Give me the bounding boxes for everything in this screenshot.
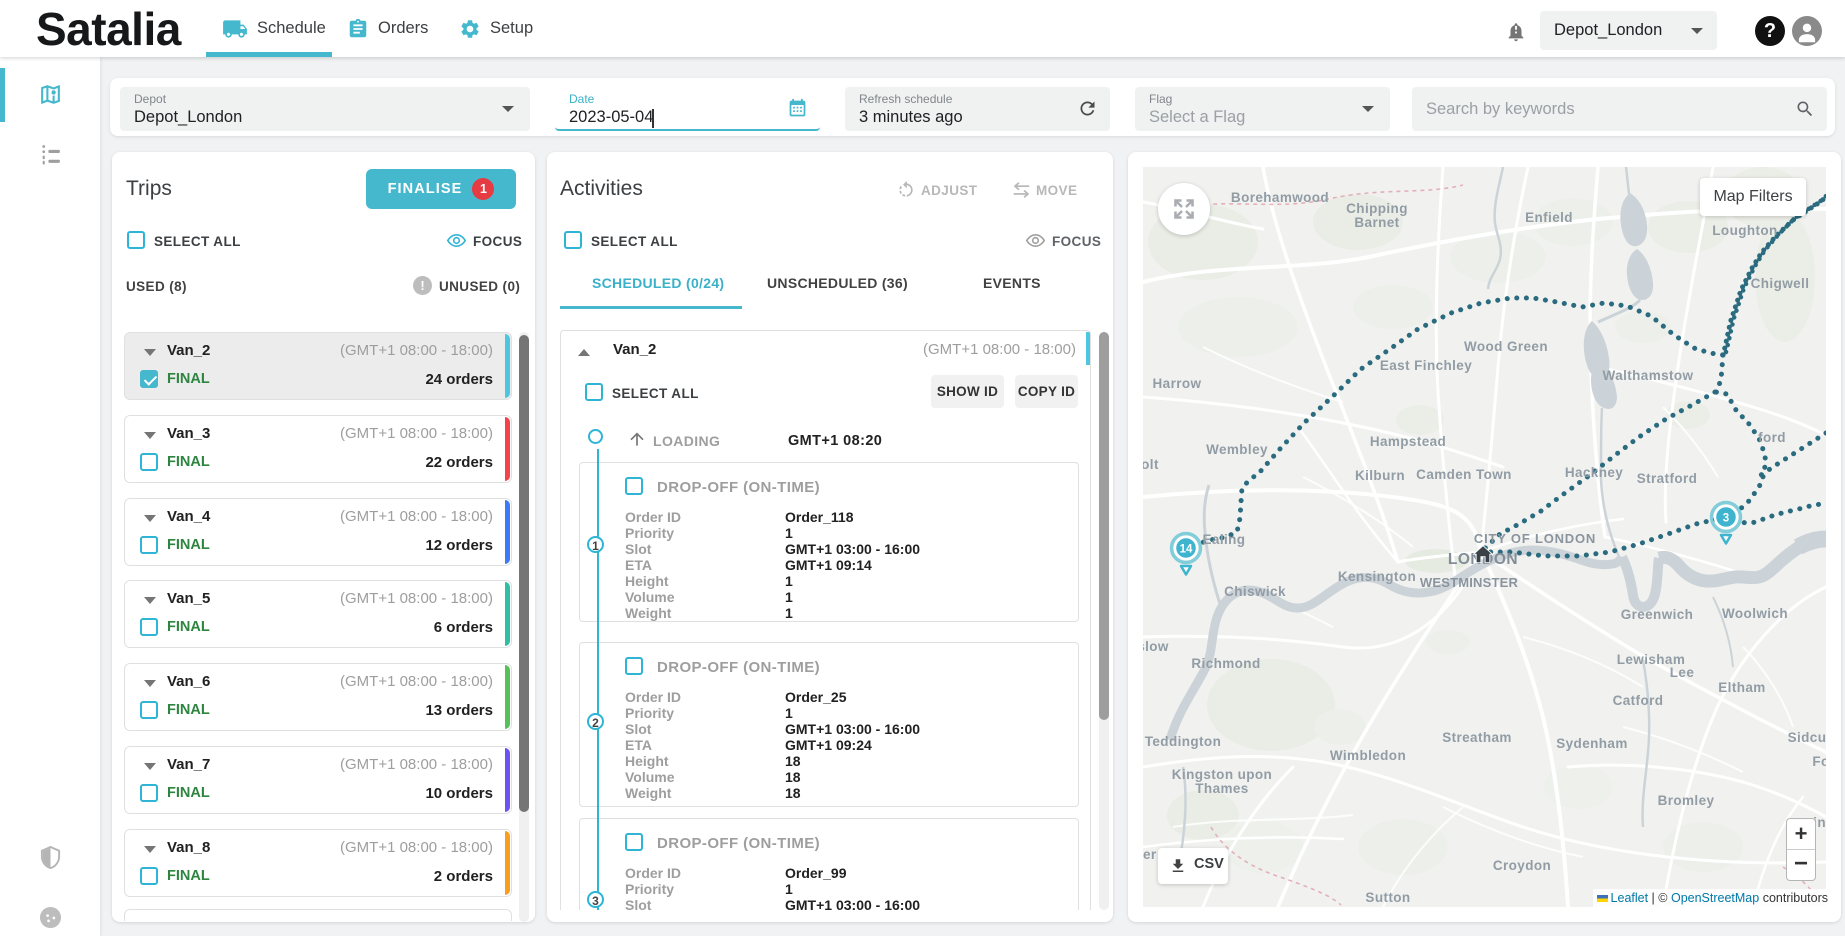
- svg-text:Barnet: Barnet: [1354, 215, 1399, 230]
- svg-text:Wembley: Wembley: [1206, 442, 1268, 457]
- svg-text:er: er: [1143, 847, 1157, 862]
- svg-text:Wimbledon: Wimbledon: [1330, 748, 1406, 763]
- svg-text:Kingston upon: Kingston upon: [1172, 767, 1272, 782]
- svg-text:Camden Town: Camden Town: [1416, 467, 1512, 482]
- svg-text:Sidcu: Sidcu: [1788, 730, 1826, 745]
- svg-text:slow: slow: [1143, 639, 1169, 654]
- svg-text:Catford: Catford: [1613, 693, 1664, 708]
- svg-text:East Finchley: East Finchley: [1380, 358, 1472, 373]
- svg-text:Ealing: Ealing: [1203, 532, 1246, 547]
- svg-text:LONDON: LONDON: [1448, 551, 1518, 568]
- svg-text:Borehamwood: Borehamwood: [1231, 190, 1329, 205]
- svg-text:Stratford: Stratford: [1637, 471, 1698, 486]
- svg-text:Loughton: Loughton: [1712, 223, 1777, 238]
- svg-text:Fo: Fo: [1812, 754, 1826, 769]
- svg-text:Richmond: Richmond: [1191, 656, 1260, 671]
- svg-text:Kensington: Kensington: [1338, 569, 1416, 584]
- svg-text:olt: olt: [1143, 457, 1159, 472]
- svg-text:Harrow: Harrow: [1153, 376, 1202, 391]
- svg-text:Croydon: Croydon: [1493, 858, 1551, 873]
- svg-text:14: 14: [1180, 544, 1193, 556]
- svg-text:Streatham: Streatham: [1442, 730, 1512, 745]
- svg-text:Lewisham: Lewisham: [1617, 652, 1685, 667]
- svg-text:Greenwich: Greenwich: [1621, 607, 1694, 622]
- svg-text:Chipping: Chipping: [1346, 201, 1408, 216]
- svg-text:Enfield: Enfield: [1525, 210, 1573, 225]
- svg-text:Lee: Lee: [1670, 665, 1695, 680]
- svg-text:Teddington: Teddington: [1145, 734, 1221, 749]
- svg-text:Hampstead: Hampstead: [1370, 434, 1446, 449]
- svg-text:Sydenham: Sydenham: [1556, 736, 1627, 751]
- svg-text:3: 3: [1723, 513, 1729, 525]
- svg-text:CITY OF LONDON: CITY OF LONDON: [1474, 531, 1596, 546]
- svg-text:Sutton: Sutton: [1365, 890, 1410, 905]
- svg-text:Wood Green: Wood Green: [1464, 339, 1548, 354]
- svg-text:in: in: [1813, 815, 1826, 830]
- svg-text:Kilburn: Kilburn: [1355, 468, 1405, 483]
- svg-text:Eltham: Eltham: [1718, 680, 1765, 695]
- svg-text:WESTMINSTER: WESTMINSTER: [1420, 575, 1519, 590]
- svg-text:Chigwell: Chigwell: [1751, 276, 1810, 291]
- svg-text:Bromley: Bromley: [1658, 793, 1715, 808]
- svg-text:Walthamstow: Walthamstow: [1603, 368, 1694, 383]
- svg-text:Thames: Thames: [1195, 781, 1248, 796]
- svg-text:Chiswick: Chiswick: [1224, 584, 1286, 599]
- svg-text:Hackney: Hackney: [1565, 465, 1623, 480]
- svg-text:ford: ford: [1758, 430, 1786, 445]
- svg-text:Woolwich: Woolwich: [1722, 606, 1788, 621]
